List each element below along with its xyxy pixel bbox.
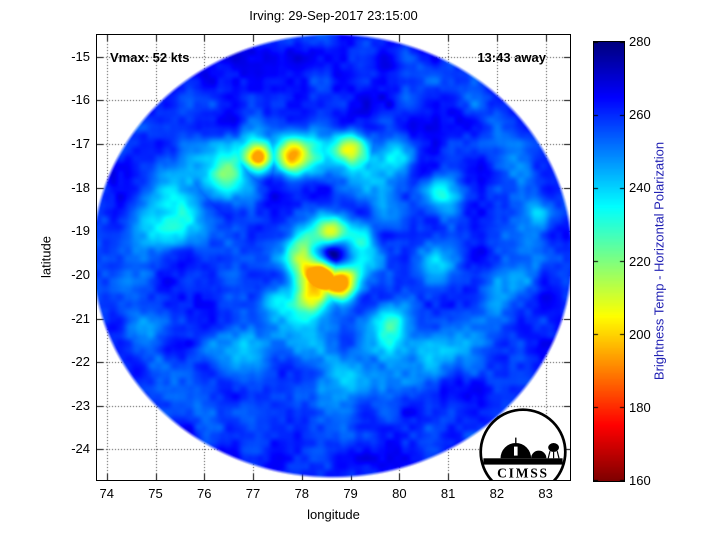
cimss-logo: CIMSS [479,408,567,481]
x-tick-label: 77 [245,486,261,501]
colorbar [593,41,625,482]
y-tick-label: -23 [71,397,90,413]
x-tick-label: 74 [99,486,114,501]
cbar-tick-label: 200 [629,326,651,342]
x-tick-label: 78 [294,486,310,501]
small-dome-icon [531,450,547,459]
x-tick-label: 83 [538,486,553,501]
x-tick-label: 75 [148,486,163,501]
y-tick-label: -20 [71,266,90,282]
x-tick-label: 82 [489,486,505,501]
cbar-tick-label: 220 [629,253,651,269]
cbar-tick-label: 280 [629,34,651,49]
y-axis-label: latitude [38,236,54,278]
y-tick-label: -16 [71,92,90,108]
y-tick-label: -24 [71,441,90,457]
dome-slit [514,446,518,456]
cbar-tick-label: 180 [629,399,651,415]
figure-title: Irving: 29-Sep-2017 23:15:00 [249,8,418,23]
y-tick-label: -15 [71,48,90,64]
cbar-tick-label: 260 [629,107,651,123]
cbar-tick-label: 160 [629,473,651,488]
logo-ground [483,458,563,465]
plot-area: Vmax: 52 kts 13:43 away CIMSS [96,34,571,481]
colorbar-gradient-canvas [594,42,624,481]
water-tower-legs [547,450,560,459]
logo-text: CIMSS [497,466,549,481]
x-tick-label: 76 [197,486,212,501]
y-tick-label: -17 [71,136,90,152]
cbar-tick-label: 240 [629,180,651,196]
x-axis-label: longitude [307,507,360,522]
time-away-annotation: 13:43 away [477,50,546,65]
x-tick-label: 79 [343,486,358,501]
vmax-annotation: Vmax: 52 kts [110,50,190,65]
x-tick-label: 80 [392,486,407,501]
satellite-heatmap-canvas [97,35,570,480]
y-tick-label: -19 [71,223,90,239]
y-tick-label: -21 [71,310,90,326]
x-tick-label: 81 [440,486,456,501]
water-tower-icon [548,443,559,452]
y-tick-label: -18 [71,179,90,195]
y-tick-label: -22 [71,354,90,370]
